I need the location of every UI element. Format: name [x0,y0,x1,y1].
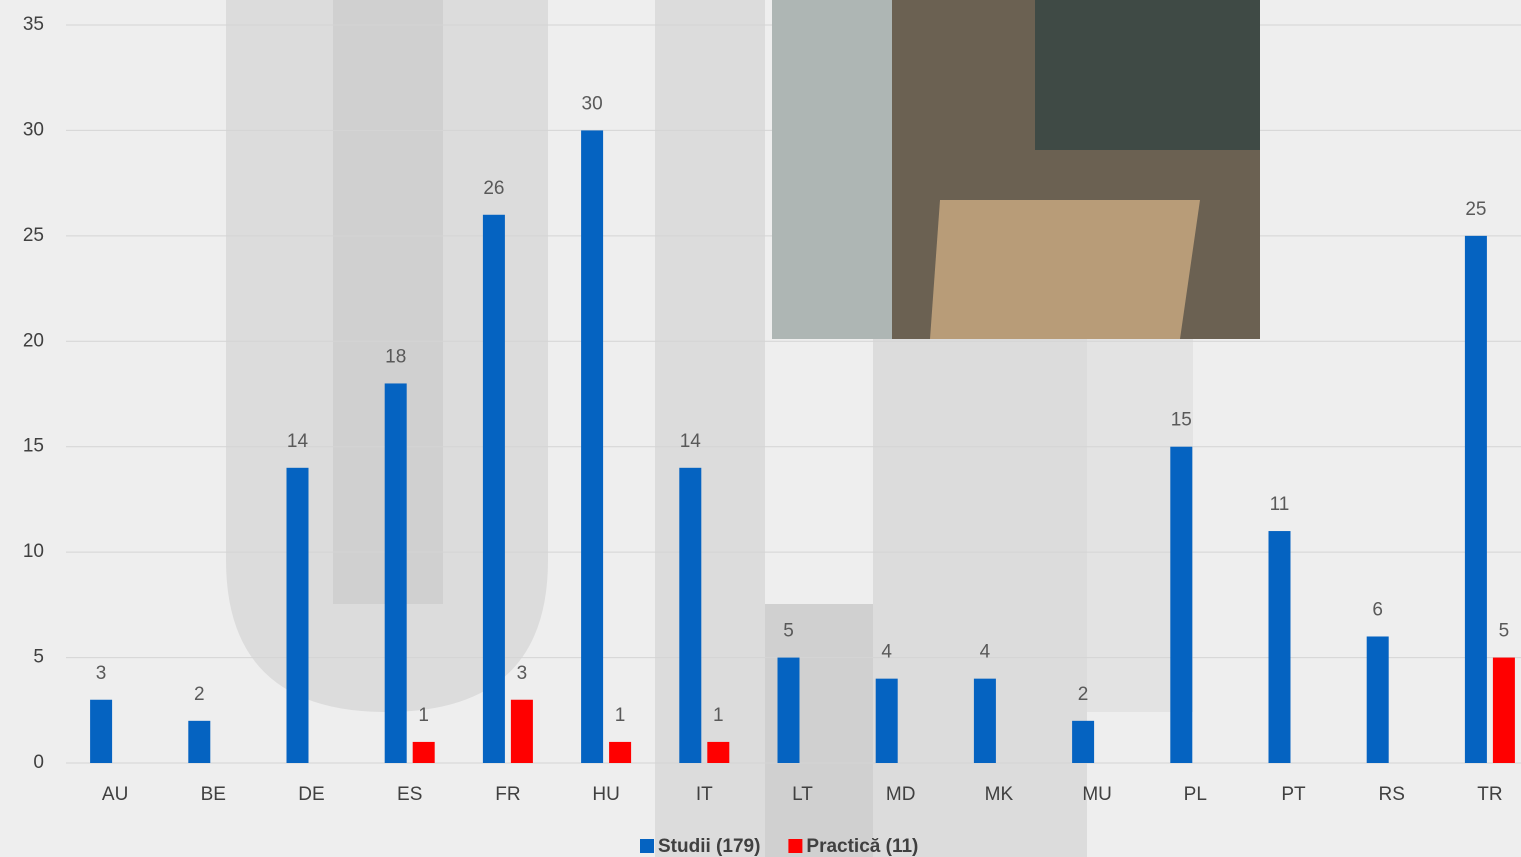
data-label: 1 [713,705,724,726]
bar [778,658,800,763]
data-label: 18 [385,346,406,367]
y-tick-label: 5 [33,647,44,668]
x-tick-label: FR [495,784,520,805]
bar [385,383,407,763]
x-tick-label: PT [1281,784,1306,805]
x-tick-label: TR [1477,784,1502,805]
data-label: 5 [783,621,794,642]
y-tick-label: 30 [23,119,44,140]
bar [413,742,435,763]
bar [90,700,112,763]
y-tick-label: 10 [23,541,44,562]
bar [876,679,898,763]
bar [1072,721,1094,763]
x-tick-label: PL [1184,784,1207,805]
data-label: 1 [418,705,429,726]
x-tick-label: MK [985,784,1014,805]
bar [287,468,309,763]
data-label: 6 [1372,600,1383,621]
y-tick-label: 15 [23,436,44,457]
data-label: 25 [1465,199,1486,220]
photo [772,0,1260,339]
legend-label: Practică (11) [806,836,918,857]
chart: 05101520253035AU3BE2DE14ES181FR263HU301I… [0,0,1521,857]
data-label: 4 [881,642,892,663]
data-label: 3 [517,663,528,684]
y-tick-label: 0 [33,752,44,773]
x-tick-label: AU [102,784,128,805]
bar [1170,447,1192,763]
x-tick-label: BE [201,784,226,805]
data-label: 15 [1171,410,1192,431]
data-label: 30 [582,93,603,114]
x-tick-label: RS [1378,784,1404,805]
data-label: 26 [483,178,504,199]
bar [1367,636,1389,763]
x-tick-label: DE [298,784,324,805]
data-label: 11 [1270,494,1290,515]
bar [609,742,631,763]
x-tick-label: IT [696,784,713,805]
data-label: 4 [980,642,991,663]
bar [707,742,729,763]
bar [483,215,505,763]
data-label: 14 [287,431,309,452]
x-tick-label: MD [886,784,916,805]
data-label: 2 [1078,684,1089,705]
x-tick-label: MU [1082,784,1112,805]
legend-swatch [640,839,654,853]
bar [1493,658,1515,763]
bar [1465,236,1487,763]
bar [581,130,603,763]
data-label: 3 [96,663,107,684]
bar [679,468,701,763]
y-tick-label: 35 [23,14,44,35]
data-label: 14 [680,431,702,452]
data-label: 1 [615,705,626,726]
bar [511,700,533,763]
y-tick-label: 20 [23,330,44,351]
legend-swatch [788,839,802,853]
x-tick-label: ES [397,784,422,805]
bar [974,679,996,763]
bar [188,721,210,763]
x-tick-label: HU [592,784,619,805]
bar [1269,531,1291,763]
x-tick-label: LT [792,784,813,805]
data-label: 2 [194,684,205,705]
legend-label: Studii (179) [658,836,760,857]
data-label: 5 [1499,621,1510,642]
y-tick-label: 25 [23,225,44,246]
